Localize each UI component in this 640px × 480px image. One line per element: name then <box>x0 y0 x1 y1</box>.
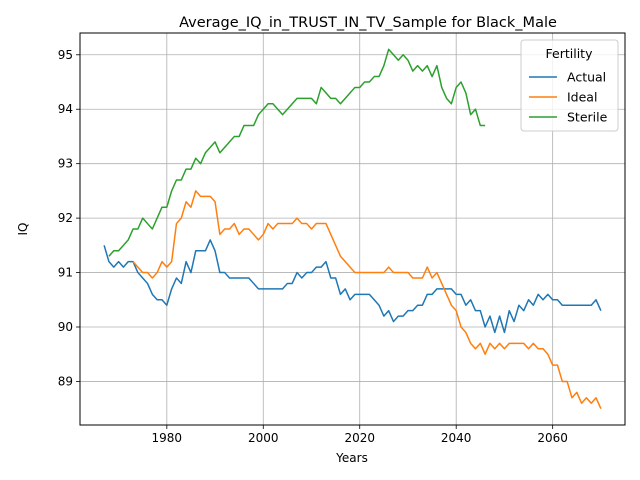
x-tick-label: 2060 <box>537 431 568 445</box>
y-tick-label: 93 <box>58 157 73 171</box>
legend: Fertility Actual Ideal Sterile <box>520 39 619 132</box>
series-line-ideal <box>132 190 602 409</box>
series-line-actual <box>103 239 602 334</box>
series-layer <box>103 48 602 409</box>
legend-label-ideal: Ideal <box>567 90 597 105</box>
legend-label-actual: Actual <box>567 70 606 85</box>
y-axis: 89 90 91 92 93 94 95 <box>58 48 80 388</box>
legend-box <box>520 39 619 132</box>
y-tick-label: 95 <box>58 48 73 62</box>
y-axis-label: IQ <box>16 223 30 236</box>
series-line-sterile <box>108 48 486 257</box>
y-tick-label: 89 <box>58 374 73 388</box>
x-tick-label: 1980 <box>152 431 183 445</box>
legend-title: Fertility <box>546 46 594 61</box>
y-tick-label: 91 <box>58 266 73 280</box>
legend-label-sterile: Sterile <box>567 110 608 125</box>
plot-frame <box>79 32 626 426</box>
x-tick-label: 2000 <box>248 431 279 445</box>
y-tick-label: 90 <box>58 320 73 334</box>
x-axis-label: Years <box>335 451 368 465</box>
x-axis: 1980 2000 2020 2040 2060 <box>152 425 568 445</box>
x-tick-label: 2040 <box>441 431 472 445</box>
x-tick-label: 2020 <box>344 431 375 445</box>
y-tick-label: 92 <box>58 211 73 225</box>
y-tick-label: 94 <box>58 102 73 116</box>
chart-title: Average_IQ_in_TRUST_IN_TV_Sample for Bla… <box>179 15 557 31</box>
